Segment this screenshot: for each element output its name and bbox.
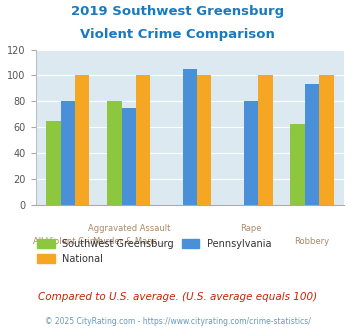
Text: Aggravated Assault: Aggravated Assault	[88, 224, 170, 233]
Text: All Violent Crime: All Violent Crime	[33, 237, 103, 246]
Text: Violent Crime Comparison: Violent Crime Comparison	[80, 28, 275, 41]
Text: 2019 Southwest Greensburg: 2019 Southwest Greensburg	[71, 5, 284, 18]
Bar	[290, 124, 305, 205]
Text: Murder & Mans...: Murder & Mans...	[93, 237, 165, 246]
Bar	[183, 69, 197, 205]
Text: © 2025 CityRating.com - https://www.cityrating.com/crime-statistics/: © 2025 CityRating.com - https://www.city…	[45, 317, 310, 326]
Text: Rape: Rape	[240, 224, 262, 233]
Bar	[258, 75, 273, 205]
Bar	[46, 120, 61, 205]
Text: Compared to U.S. average. (U.S. average equals 100): Compared to U.S. average. (U.S. average …	[38, 292, 317, 302]
Bar	[197, 75, 212, 205]
Bar	[75, 75, 89, 205]
Bar	[107, 101, 122, 205]
Legend: Southwest Greensburg, National, Pennsylvania: Southwest Greensburg, National, Pennsylv…	[33, 235, 275, 267]
Bar	[61, 101, 75, 205]
Bar	[136, 75, 151, 205]
Bar	[122, 108, 136, 205]
Text: Robbery: Robbery	[294, 237, 329, 246]
Bar	[305, 84, 319, 205]
Bar	[319, 75, 334, 205]
Bar	[244, 101, 258, 205]
